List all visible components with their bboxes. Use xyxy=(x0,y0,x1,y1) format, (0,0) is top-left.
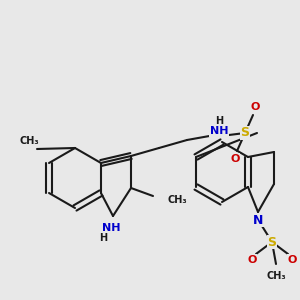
Text: CH₃: CH₃ xyxy=(167,195,187,205)
Text: O: O xyxy=(230,154,240,164)
Text: S: S xyxy=(241,127,250,140)
Text: NH: NH xyxy=(210,126,228,136)
Text: O: O xyxy=(250,102,260,112)
Text: N: N xyxy=(253,214,263,226)
Text: CH₃: CH₃ xyxy=(19,136,39,146)
Text: O: O xyxy=(287,255,297,265)
Text: CH₃: CH₃ xyxy=(266,271,286,281)
Text: H: H xyxy=(215,116,223,126)
Text: NH: NH xyxy=(102,223,120,233)
Text: O: O xyxy=(247,255,257,265)
Text: S: S xyxy=(268,236,277,248)
Text: H: H xyxy=(99,233,107,243)
